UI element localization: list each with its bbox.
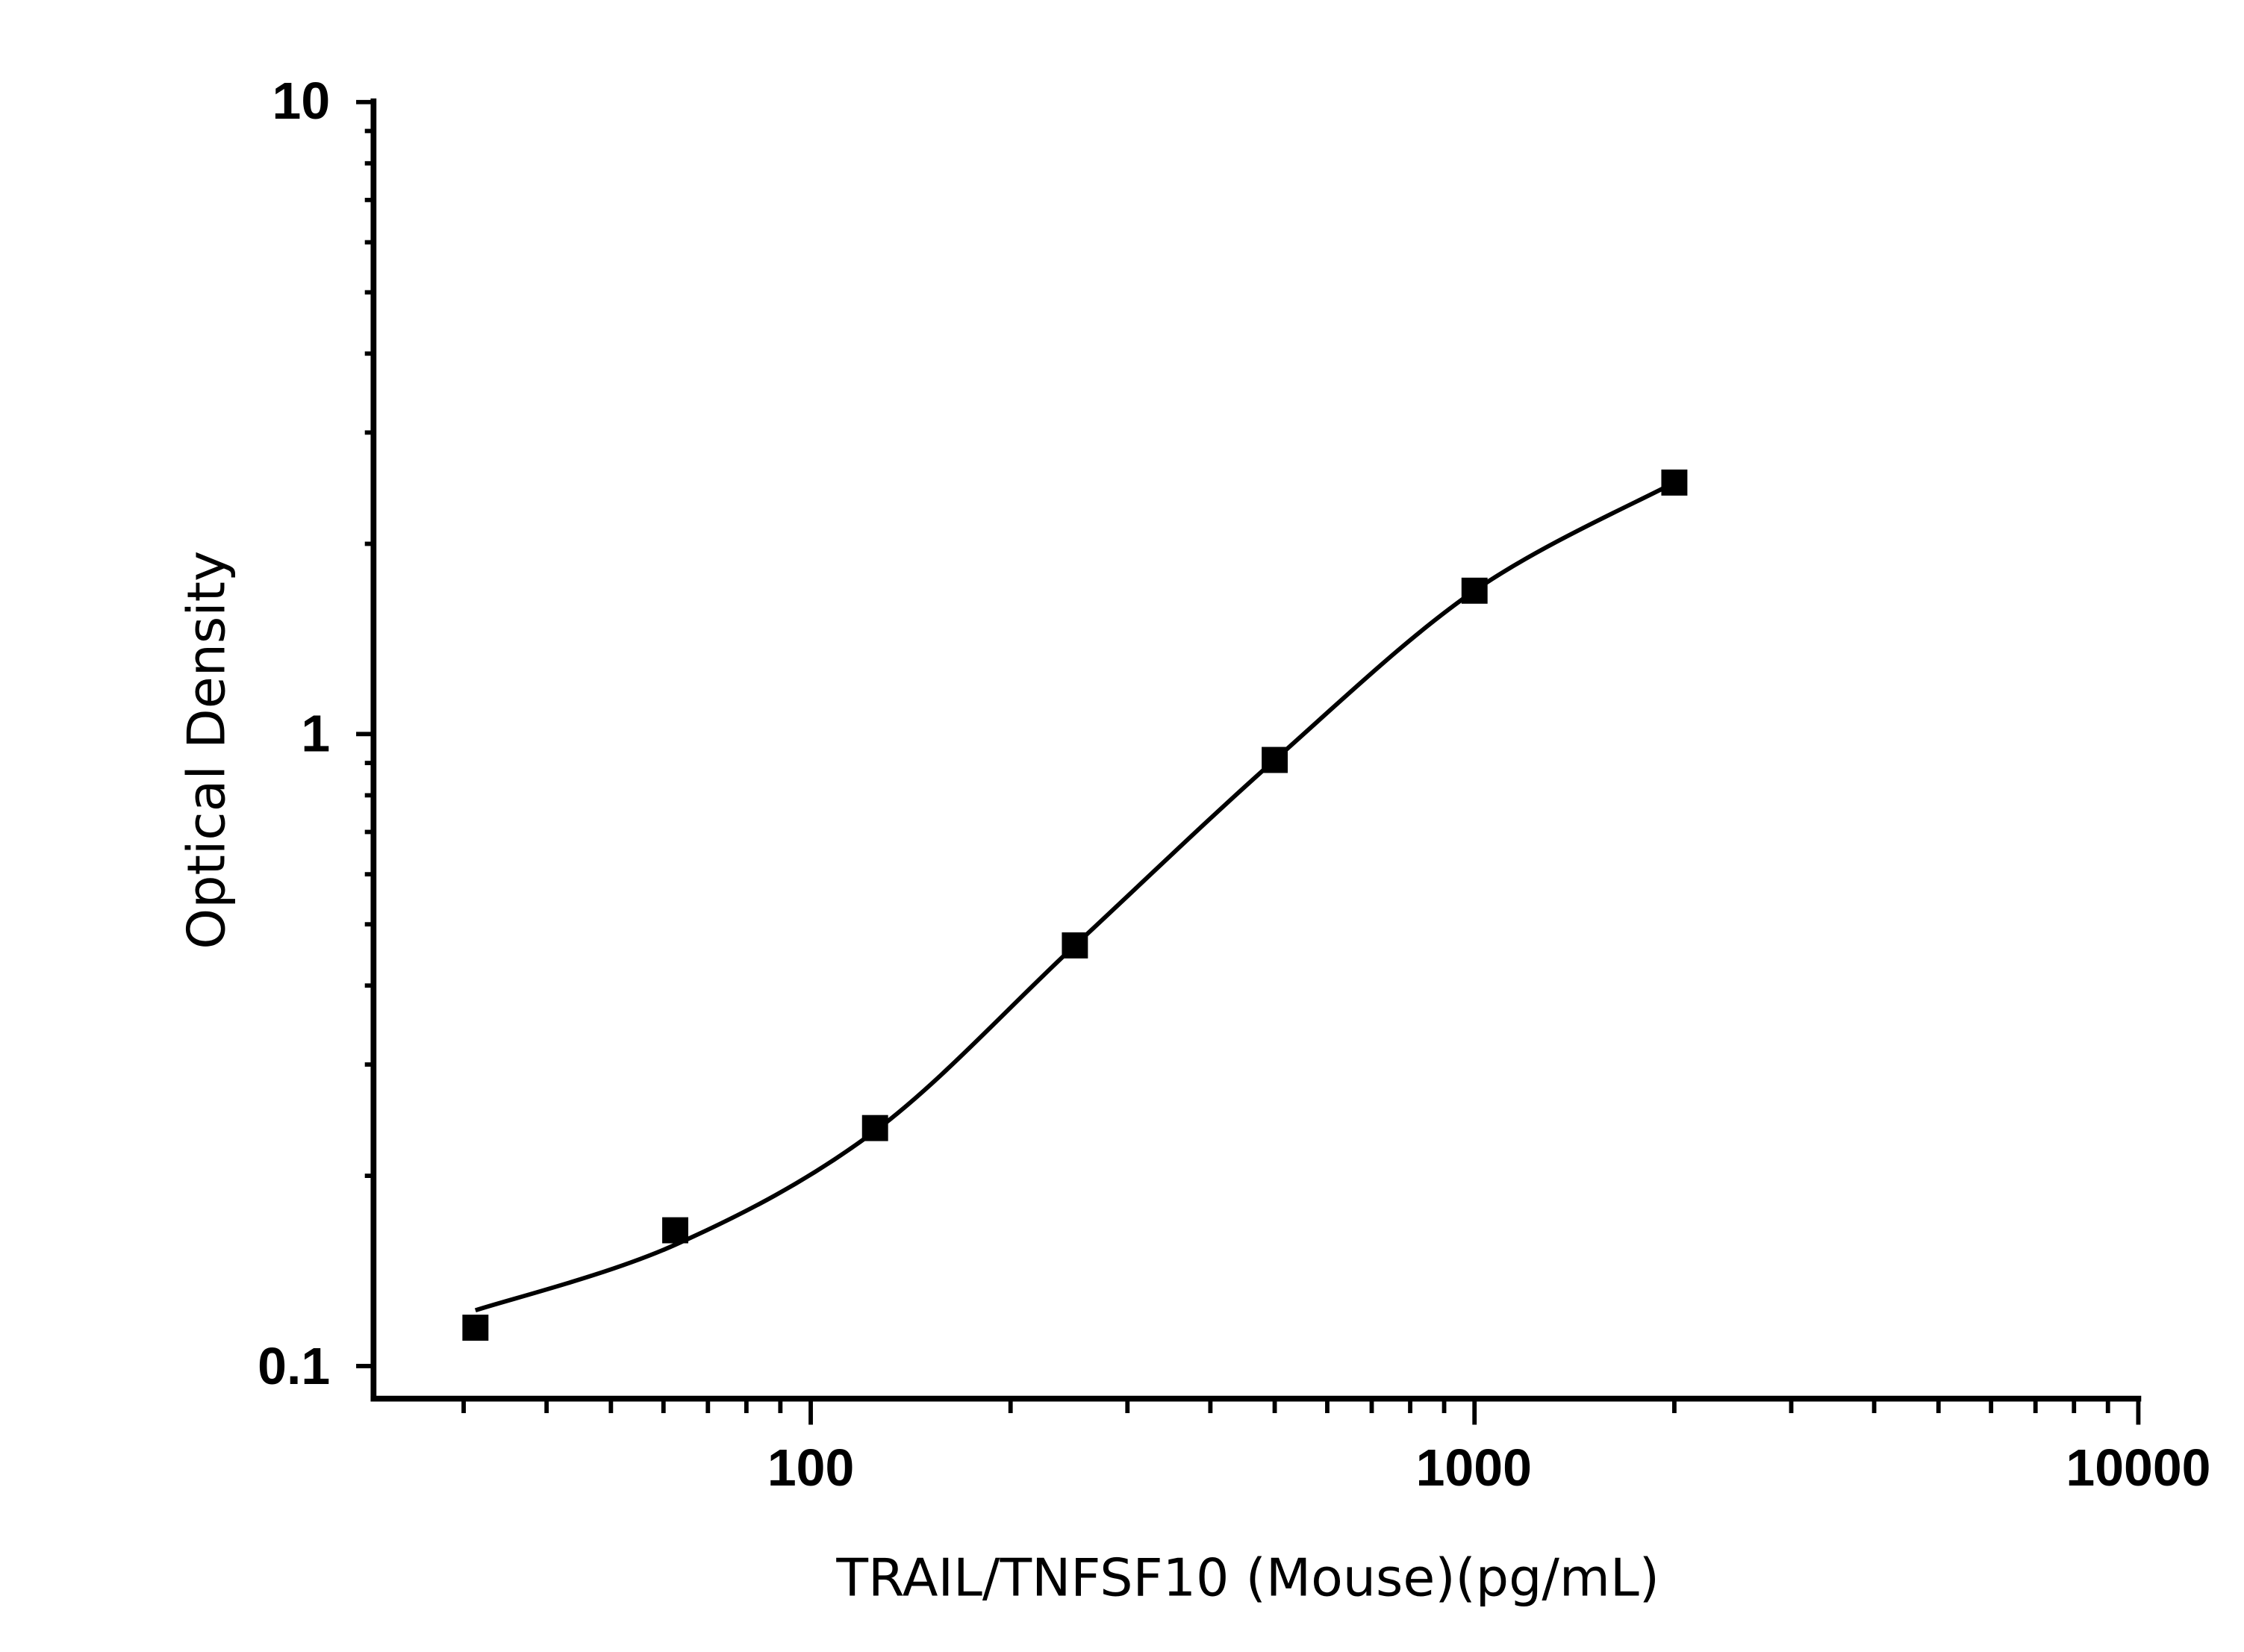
y-tick-label-0.1: 0.1 — [258, 1337, 330, 1395]
x-axis-title: TRAIL/TNFSF10 (Mouse)(pg/mL) — [835, 1547, 1659, 1608]
x-tick-label-1000: 1000 — [1416, 1439, 1532, 1497]
x-tick-label-100: 100 — [767, 1439, 854, 1497]
plot-area — [462, 469, 1688, 1341]
y-tick-label-10: 10 — [272, 72, 331, 130]
data-point-marker — [861, 1115, 888, 1141]
data-point-marker — [462, 1315, 489, 1341]
data-point-marker — [1461, 577, 1488, 604]
y-ticks — [356, 99, 374, 1368]
x-ticks — [461, 1398, 2141, 1425]
fitted-curve — [474, 480, 1676, 1313]
x-tick-label-10000: 10000 — [2066, 1439, 2210, 1497]
y-axis-title: Optical Density — [177, 551, 237, 950]
data-point-marker — [1262, 746, 1288, 773]
data-point-marker — [1062, 932, 1088, 959]
y-tick-label-1: 1 — [301, 705, 330, 763]
data-point-marker — [662, 1217, 688, 1244]
data-point-marker — [1661, 469, 1688, 496]
axes — [356, 98, 2142, 1425]
